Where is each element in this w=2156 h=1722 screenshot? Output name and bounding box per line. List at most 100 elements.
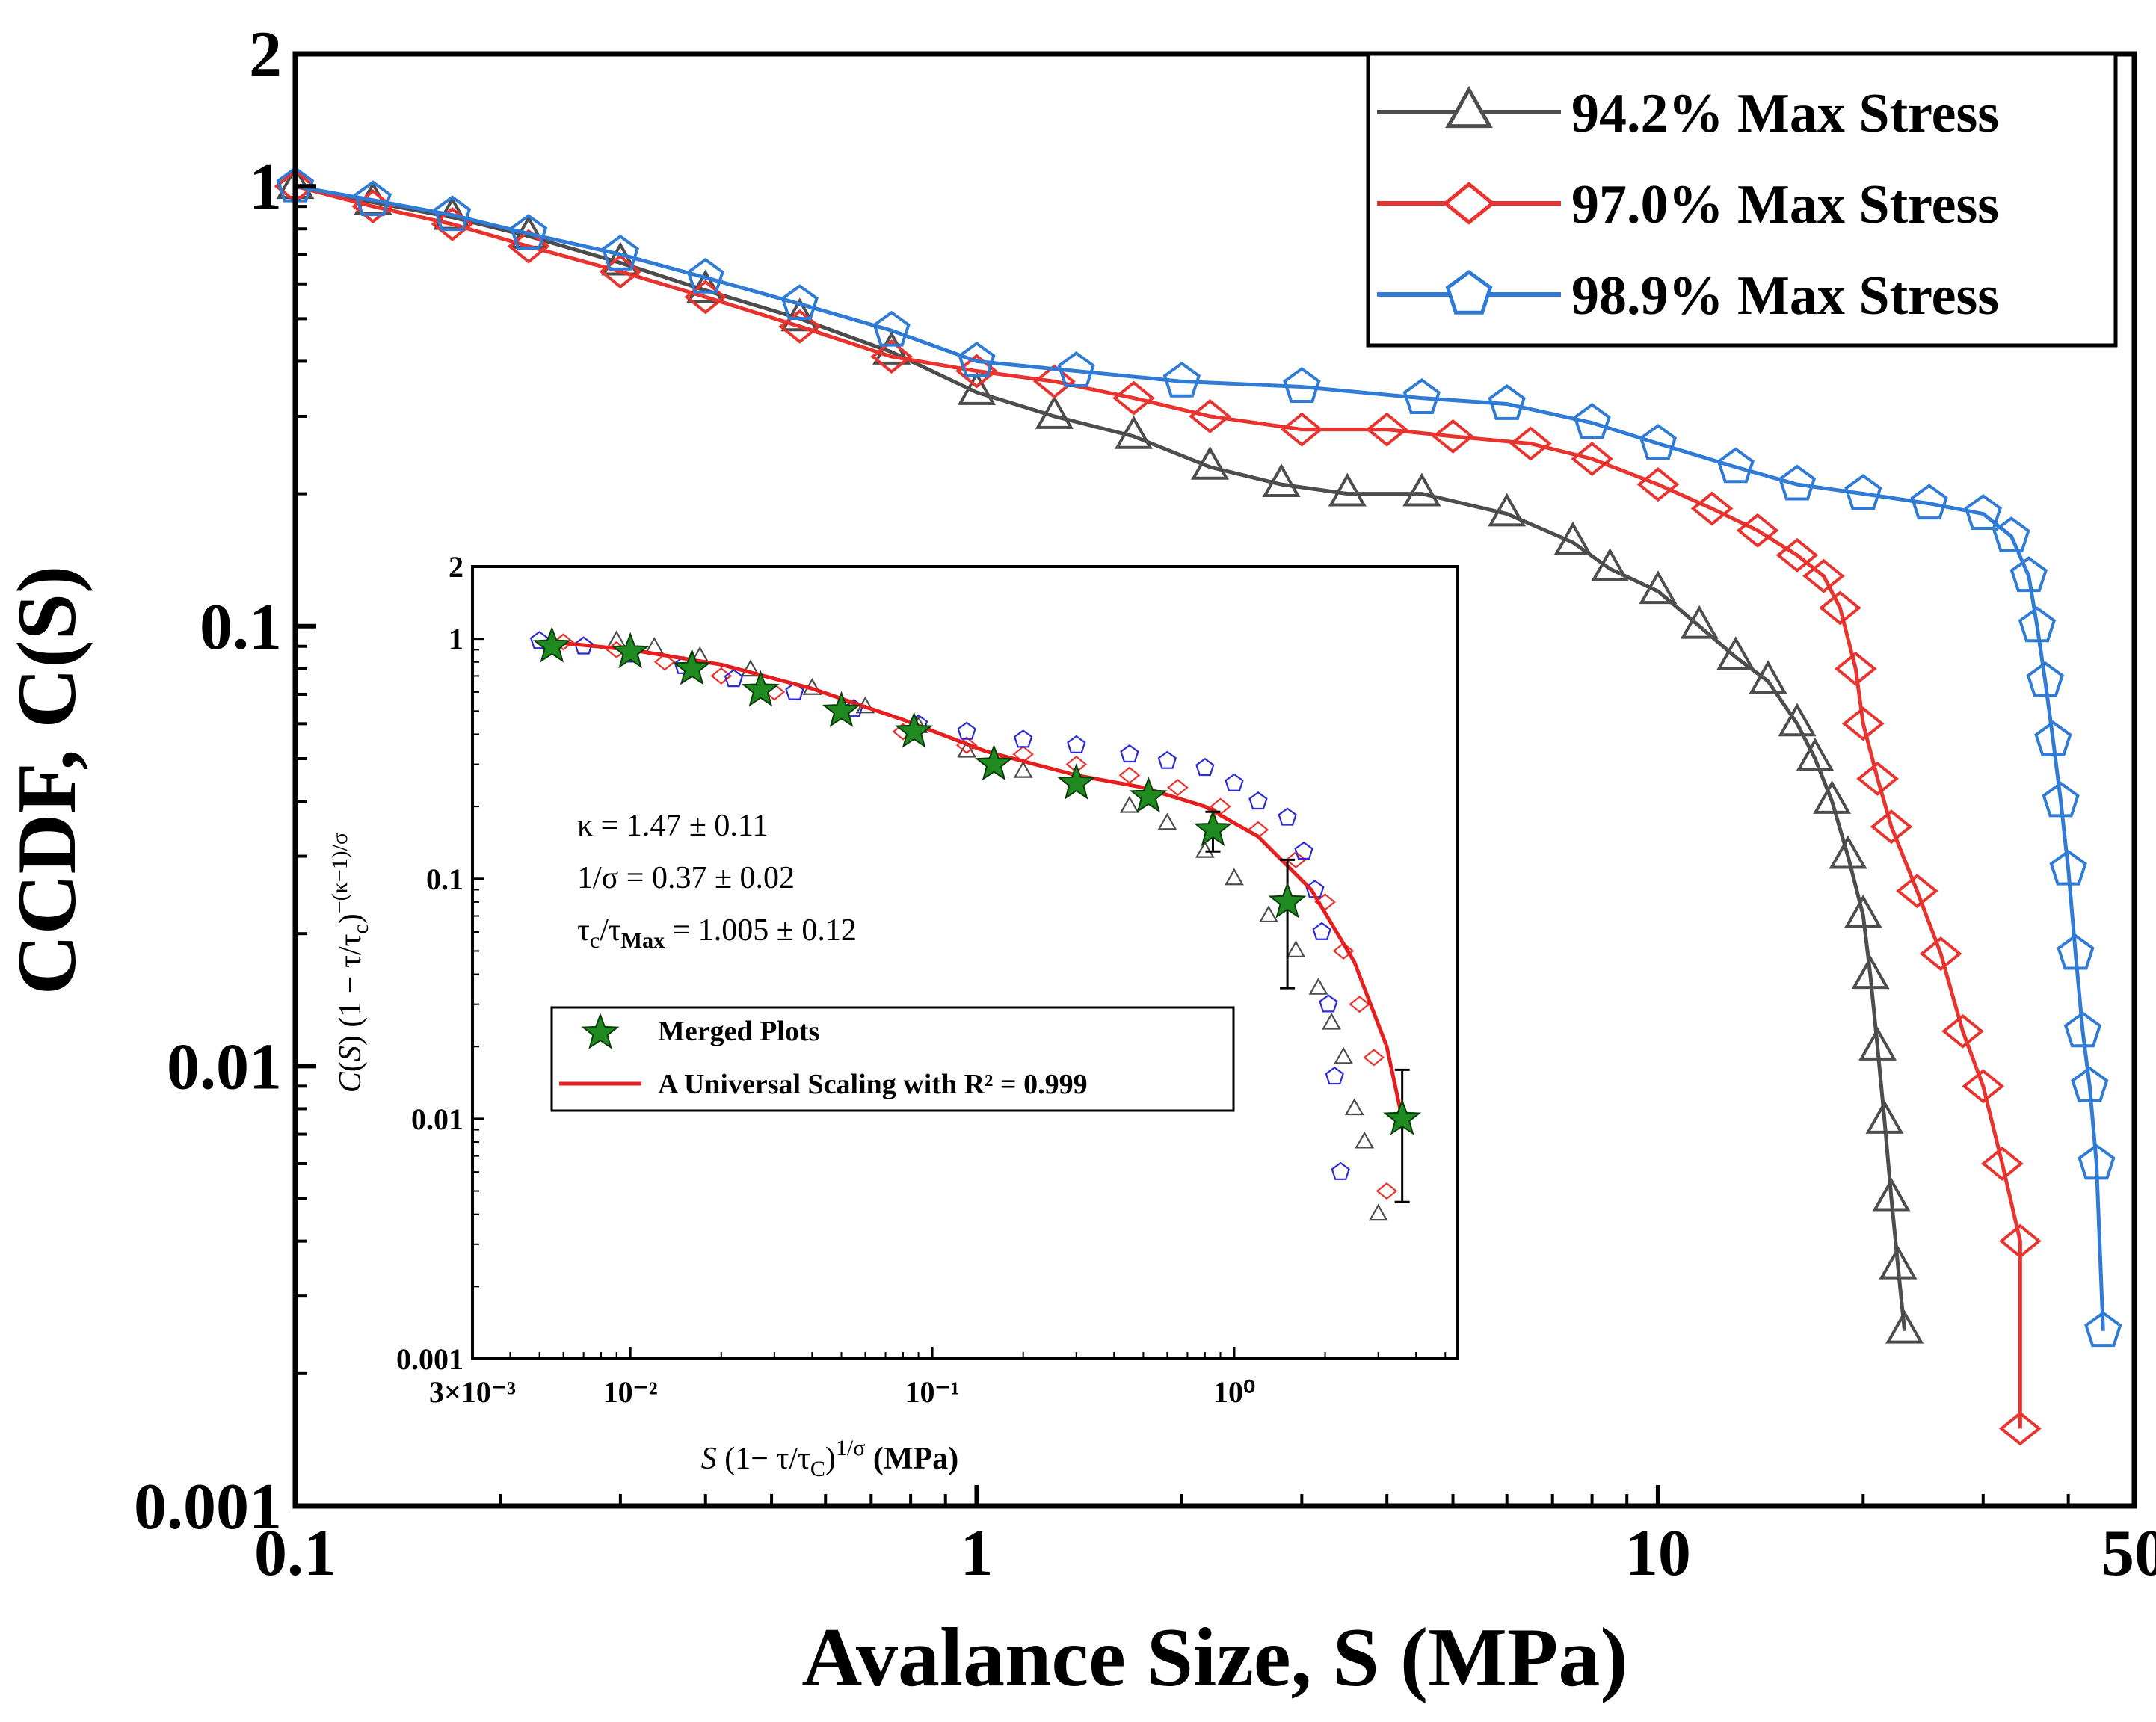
inset-data-point xyxy=(1067,735,1086,753)
inset-y-tick-label: 0.1 xyxy=(426,862,463,896)
main-legend: 94.2% Max Stress 97.0% Max Stress 98.9% Ma… xyxy=(1366,52,2118,348)
inset-data-point xyxy=(1157,812,1177,830)
inset-data-point xyxy=(1325,1066,1344,1085)
main-data-point xyxy=(1775,537,1819,573)
main-legend-label: 97.0% Max Stress xyxy=(1571,174,1999,235)
inset-y-tick-label: 0.01 xyxy=(411,1102,463,1136)
main-x-tick-label: 1 xyxy=(960,1517,993,1590)
inset-x-tick-label: 10⁻² xyxy=(603,1375,658,1409)
annotation-tau-ratio: τc/τMax = 1.005 ± 0.12 xyxy=(577,913,857,953)
inset-data-point xyxy=(1334,1046,1353,1064)
main-legend-marker xyxy=(1442,182,1496,225)
main-data-point xyxy=(1035,395,1074,429)
main-data-point xyxy=(1365,412,1408,447)
inset-merged-point xyxy=(1383,1099,1422,1135)
main-data-point xyxy=(1573,403,1611,439)
inset-merged-point xyxy=(611,632,650,669)
main-data-point xyxy=(1879,1245,1918,1280)
inset-data-point xyxy=(1195,757,1215,777)
inset-data-point xyxy=(1248,791,1268,810)
inset-data-point xyxy=(710,667,733,685)
main-data-point xyxy=(1870,809,1913,845)
inset-legend-label-merged: Merged Plots xyxy=(658,1016,819,1047)
main-data-point xyxy=(1778,703,1817,737)
main-data-point xyxy=(1680,605,1719,639)
main-y-tick-label: 0.01 xyxy=(167,1031,282,1103)
main-data-point xyxy=(509,214,548,250)
main-legend-label: 94.2% Max Stress xyxy=(1571,83,1999,144)
main-data-point xyxy=(780,284,819,321)
inset-data-point xyxy=(1013,729,1033,748)
inset-data-point xyxy=(1294,841,1313,860)
main-data-point xyxy=(778,309,822,344)
main-ticks: 0.001 0.01 0.1 1 2 0.1 1 10 50 xyxy=(134,19,2156,1590)
inset-x-tick-label: 10⁰ xyxy=(1213,1375,1255,1409)
main-data-point xyxy=(1488,383,1526,420)
inset-merged-point xyxy=(673,648,712,685)
inset-data-point xyxy=(1278,807,1297,826)
inset-data-point xyxy=(1332,942,1355,960)
main-data-point xyxy=(2063,1011,2102,1048)
inset-data-point xyxy=(1286,940,1306,957)
main-data-point xyxy=(1919,936,1962,972)
inset-data-point xyxy=(1319,994,1338,1013)
main-data-point xyxy=(1910,484,1948,520)
main-y-tick-label: 1 xyxy=(249,151,282,223)
main-data-point xyxy=(1553,521,1592,555)
main-data-point xyxy=(601,241,640,276)
main-data-point xyxy=(1865,1099,1904,1134)
main-data-point xyxy=(870,339,913,374)
main-data-point xyxy=(1636,467,1680,502)
inset-merged-point xyxy=(1129,776,1168,813)
main-data-point xyxy=(2042,781,2080,818)
inset-legend-box xyxy=(550,1006,1235,1112)
main-data-point xyxy=(1856,761,1899,796)
inset-data-point xyxy=(1322,1012,1342,1030)
inset-data-point xyxy=(1259,905,1278,923)
inset-data-point xyxy=(1195,840,1215,858)
main-data-point xyxy=(1509,426,1552,461)
main-y-tick-label: 0.001 xyxy=(134,1471,282,1543)
main-series-pentagon xyxy=(276,166,2122,1348)
main-data-point xyxy=(872,310,911,347)
main-data-point xyxy=(780,297,819,332)
main-data-point xyxy=(2078,1144,2116,1180)
main-data-point xyxy=(1998,1411,2042,1446)
main-data-point xyxy=(1749,660,1787,694)
main-data-point xyxy=(1112,380,1155,416)
main-legend-marker xyxy=(1445,85,1493,129)
main-x-tick-label: 0.1 xyxy=(254,1517,336,1590)
inset-merged-point xyxy=(532,626,571,663)
main-data-point xyxy=(1057,351,1095,387)
inset-y-tick-label: 1 xyxy=(449,623,463,656)
main-data-point xyxy=(1639,424,1678,460)
main-data-point xyxy=(1488,493,1527,527)
main-data-point xyxy=(433,195,472,232)
inset-data-point xyxy=(740,659,760,677)
inset-data-point xyxy=(1225,773,1244,791)
inset-ticks: 0.001 0.01 0.1 1 2 3×10⁻³ 10⁻² 10⁻¹ 10⁰ xyxy=(396,550,1447,1409)
main-data-point xyxy=(1841,706,1885,741)
inset-data-point xyxy=(1376,1182,1398,1200)
main-data-point xyxy=(1858,1026,1897,1061)
inset-plot-frame xyxy=(471,565,1459,1360)
main-data-point xyxy=(2049,849,2087,886)
main-data-point xyxy=(1851,955,1890,990)
inset-merged-point xyxy=(1193,809,1233,846)
main-data-point xyxy=(686,257,724,294)
main-data-point xyxy=(1813,780,1852,814)
main-data-point xyxy=(957,371,996,405)
main-data-point xyxy=(2084,1311,2122,1348)
main-data-point xyxy=(1690,491,1734,526)
main-data-point xyxy=(958,341,996,377)
main-data-point xyxy=(1980,1147,2024,1181)
main-x-tick-label: 50 xyxy=(2101,1517,2156,1590)
inset-y-tick-label: 0.001 xyxy=(396,1342,463,1376)
main-data-point xyxy=(1280,412,1323,447)
main-data-point xyxy=(1191,445,1230,480)
main-data-point xyxy=(1571,442,1613,476)
main-data-point xyxy=(2034,720,2072,757)
main-data-point xyxy=(1796,737,1835,771)
main-data-point xyxy=(2026,661,2064,697)
inset-data-point xyxy=(1120,744,1139,763)
